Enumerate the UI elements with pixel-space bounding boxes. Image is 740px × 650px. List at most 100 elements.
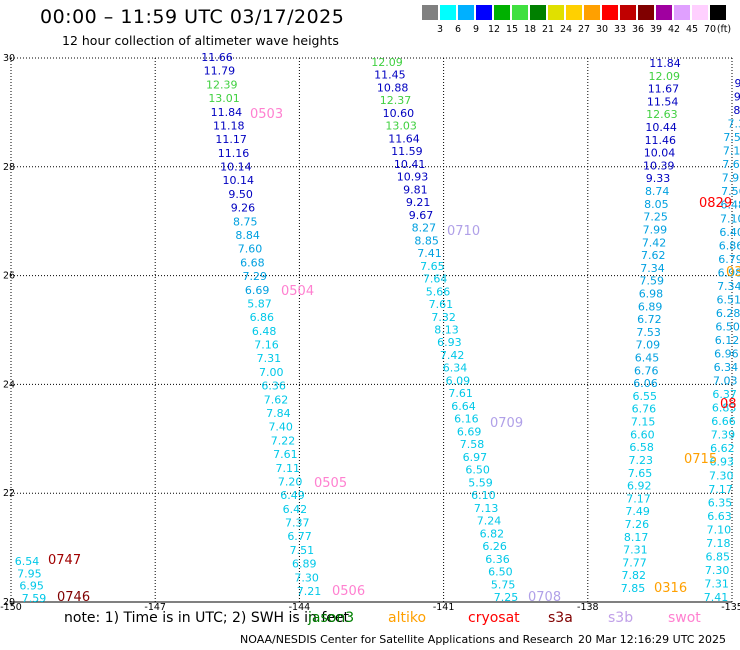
wave-height-label: 7.20 — [278, 475, 303, 488]
wave-height-label: 7.22 — [271, 434, 296, 447]
lon-tick-label: -135 — [721, 602, 740, 613]
wave-height-label: 7.30 — [705, 564, 730, 577]
lon-tick-label: -150 — [0, 602, 22, 613]
pass-time-label: 0715 — [684, 452, 717, 467]
satellite-legend-item: cryosat — [468, 610, 520, 626]
lon-tick-label: -144 — [289, 602, 311, 613]
wave-height-label: 6.98 — [639, 287, 664, 300]
wave-height-label: 6.58 — [629, 441, 654, 454]
wave-height-label: 7.31 — [257, 352, 282, 365]
wave-height-label: 6.82 — [480, 527, 505, 540]
scale-swatch — [422, 5, 438, 20]
scale-label: 18 — [523, 24, 537, 35]
lon-tick-label: -141 — [433, 602, 455, 613]
wave-height-label: 7.13 — [474, 502, 499, 515]
wave-height-label: 6.49 — [280, 489, 305, 502]
wave-height-label: 7.12 — [723, 145, 740, 158]
lat-tick-label: 30 — [3, 53, 15, 64]
lat-tick-label: 26 — [3, 271, 15, 282]
wave-height-label: 6.97 — [463, 451, 488, 464]
scale-label: 24 — [559, 24, 573, 35]
scale-swatch — [458, 5, 474, 20]
wave-height-label: 6.93 — [437, 336, 462, 349]
wave-height-label: 6.50 — [465, 464, 490, 477]
wave-height-label: 6.69 — [457, 425, 482, 438]
scale-label: 21 — [541, 24, 555, 35]
wave-height-label: 7.42 — [642, 236, 667, 249]
wave-height-label: 7.24 — [477, 515, 502, 528]
wave-height-label: 7.49 — [625, 505, 650, 518]
scale-swatch — [692, 5, 708, 20]
wave-height-label: 7.17 — [626, 492, 651, 505]
wave-height-label: 6.28 — [716, 307, 740, 320]
scale-swatch — [656, 5, 672, 20]
pass-time-label: 0746 — [57, 590, 90, 605]
wave-height-label: 5.75 — [491, 578, 516, 591]
scale-swatch — [620, 5, 636, 20]
wave-height-label: 9.33 — [646, 172, 671, 185]
wave-height-label: 7.85 — [621, 582, 646, 595]
scale-swatch — [566, 5, 582, 20]
footer-note: note: 1) Time is in UTC; 2) SWH is in fe… — [64, 610, 350, 626]
wave-height-label: 7.21 — [297, 585, 322, 598]
wave-height-label: 7.99 — [643, 223, 668, 236]
wave-height-label: 7.31 — [704, 577, 729, 590]
wave-height-label: 11.64 — [388, 132, 420, 145]
page-title: 00:00 – 11:59 UTC 03/17/2025 — [40, 6, 345, 28]
wave-height-label: 6.26 — [482, 540, 507, 553]
wave-height-label: 12.37 — [380, 94, 412, 107]
wave-height-label: 11.46 — [645, 134, 677, 147]
wave-height-label: 6.48 — [252, 325, 277, 338]
wave-height-label: 10.60 — [383, 107, 415, 120]
wave-height-label: 7.40 — [268, 421, 293, 434]
wave-height-label: 11.17 — [215, 133, 247, 146]
wave-height-label: 7.64 — [423, 273, 448, 286]
wave-height-label: 6.09 — [446, 374, 471, 387]
wave-height-label: 9.81 — [403, 183, 428, 196]
pass-time-label: 0506 — [332, 584, 365, 599]
wave-height-label: 8.74 — [645, 185, 670, 198]
wave-height-label: 6.36 — [485, 553, 510, 566]
scale-swatch — [530, 5, 546, 20]
scale-swatch — [710, 5, 726, 20]
wave-height-label: 7.82 — [622, 569, 647, 582]
wave-height-label: 6.35 — [708, 496, 733, 509]
scale-label: 12 — [487, 24, 501, 35]
wave-height-label: 8 — [733, 104, 740, 117]
wave-height-label: 6.98 — [718, 266, 740, 279]
pass-time-label: 0708 — [528, 590, 561, 605]
satellite-legend-item: s3a — [548, 610, 573, 626]
wave-height-label: 11.45 — [374, 69, 406, 82]
pass-time-label: 0709 — [490, 416, 523, 431]
satellite-legend-item: altiko — [388, 610, 427, 626]
wave-height-label: 7.31 — [623, 544, 648, 557]
wave-height-label: 11.67 — [648, 83, 680, 96]
wave-height-label: 11.84 — [649, 57, 681, 70]
wave-height-label: 9 — [735, 77, 740, 90]
scale-label: 30 — [595, 24, 609, 35]
scale-label: 15 — [505, 24, 519, 35]
wave-height-label: 6.12 — [715, 334, 740, 347]
wave-height-label: 6.45 — [635, 352, 660, 365]
wave-height-label: 11.16 — [218, 147, 250, 160]
wave-height-label: 6.77 — [287, 530, 312, 543]
wave-height-label: 8.84 — [235, 229, 260, 242]
satellite-legend-item: s3b — [608, 610, 634, 626]
wave-height-label: 7.65 — [420, 260, 445, 273]
wave-height-label: 9.50 — [228, 188, 253, 201]
wave-height-label: 9.67 — [409, 209, 434, 222]
satellite-legend-item: jason3 — [308, 610, 355, 626]
wave-height-label: 11.79 — [204, 65, 236, 78]
wave-height-label: 7.30 — [294, 571, 319, 584]
wave-height-label: 11.84 — [211, 106, 243, 119]
wave-height-label: 12.63 — [646, 108, 678, 121]
wave-height-label: 7.37 — [285, 517, 310, 530]
scale-label: 3 — [436, 24, 444, 35]
wave-height-label: 13.03 — [385, 120, 417, 133]
wave-height-label: 6.92 — [627, 480, 652, 493]
wave-height-label: 8.27 — [412, 222, 437, 235]
wave-height-label: 9.21 — [406, 196, 431, 209]
wave-height-label: 6.64 — [451, 400, 476, 413]
scale-label: 39 — [649, 24, 663, 35]
